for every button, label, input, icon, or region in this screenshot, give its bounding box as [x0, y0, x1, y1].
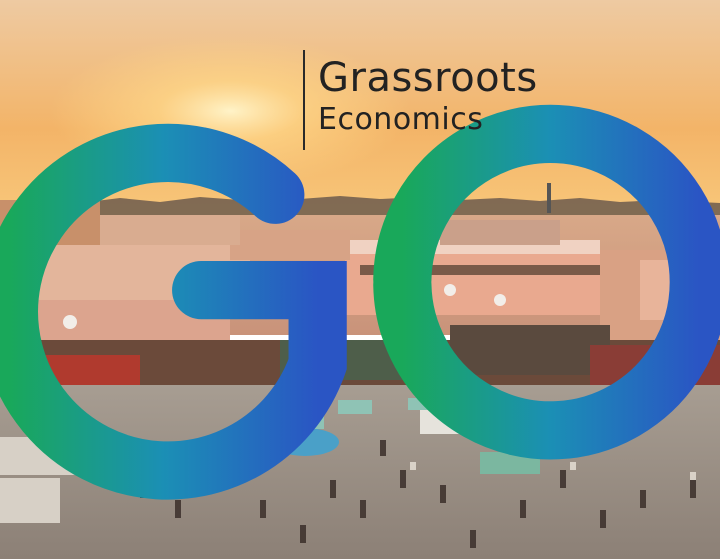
brand-name-line2: Economics: [318, 102, 484, 137]
tower: [547, 183, 551, 213]
logo-divider: [303, 50, 305, 150]
brand-wordmark: Grassroots Economics: [318, 56, 538, 138]
brand-name-line1: Grassroots: [318, 55, 538, 101]
